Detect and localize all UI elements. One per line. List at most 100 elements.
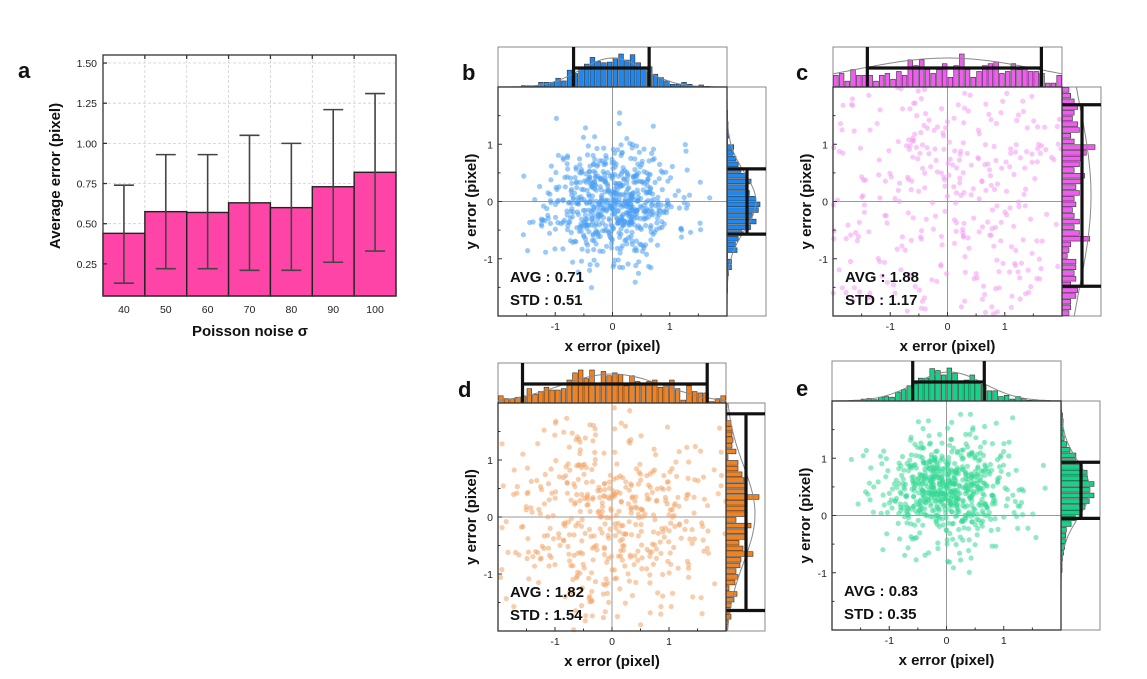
scatter-point [595,173,601,179]
scatter-point [567,238,574,244]
std-stat: STD : 1.17 [845,292,918,309]
scatter-point [562,184,568,190]
scatter-point [933,449,939,455]
scatter-point [934,503,940,509]
scatter-point [979,296,986,302]
scatter-point [658,485,665,491]
histogram-bar [1061,213,1075,219]
scatter-point [889,486,896,492]
scatter-point [867,127,873,133]
scatter-point [638,528,644,535]
scatter-point [546,552,553,558]
scatter-point [837,121,844,127]
scatter-point [922,306,928,312]
y-tick-label: -1 [484,254,493,266]
scatter-point [947,442,953,448]
scatter-point [566,199,573,205]
histogram-bar [725,471,743,477]
scatter-point [904,520,910,526]
scatter-point [627,552,633,558]
scatter-point [908,434,914,440]
panel-e-scatter: e -1 0 1 -1 0 1 x error (pixel) y error (pixel) A… [796,360,1101,669]
scatter-point [579,603,585,609]
histogram-bar [578,67,584,88]
scatter-point [1011,171,1017,177]
scatter-point [1036,141,1042,147]
scatter-point [499,567,505,573]
histogram-bar [726,150,734,156]
scatter-point [616,508,622,514]
scatter-point [1017,155,1024,161]
scatter-point [976,156,982,162]
scatter-point [945,520,951,526]
scatter-point [589,597,595,604]
histogram-bar [878,75,885,88]
scatter-point [1020,511,1026,518]
scatter-point [579,170,585,176]
scatter-point [599,504,606,510]
scatter-point [655,202,661,208]
scatter-point [948,488,954,494]
avg-stat: AVG : 1.82 [510,584,584,601]
scatter-point [597,526,603,532]
scatter-point [682,142,688,148]
scatter-point [885,468,891,474]
scatter-point [913,557,919,563]
scatter-point [672,501,678,507]
y-tick-label: -1 [819,254,828,266]
scatter-point [620,543,626,549]
scatter-point [657,539,663,545]
scatter-point [552,562,558,568]
scatter-point [898,491,904,497]
scatter-point [1000,462,1007,468]
histogram-bar [936,69,942,88]
histogram-bar [919,59,925,88]
scatter-point [939,440,945,446]
scatter-point [986,167,993,173]
scatter-point [628,510,634,516]
scatter-point [1034,159,1040,165]
scatter-point [926,462,932,469]
histogram-bar [1060,464,1083,470]
scatter-point [617,586,623,592]
scatter-point [920,165,926,171]
scatter-point [666,539,672,545]
scatter-point [615,147,621,153]
scatter-point [1053,221,1059,227]
scatter-point [1003,503,1009,509]
scatter-point [867,497,873,503]
scatter-point [556,184,562,190]
scatter-point [564,227,571,233]
scatter-point [904,308,910,314]
scatter-point [913,453,919,459]
scatter-point [1006,453,1012,459]
scatter-point [866,480,873,486]
scatter-point [532,563,538,569]
scatter-point [647,610,653,616]
scatter-point [912,483,918,489]
scatter-point [1027,216,1034,222]
scatter-point [652,179,658,185]
scatter-point [918,485,924,491]
scatter-point [912,462,918,468]
scatter-point [633,211,640,217]
right-histogram [1061,87,1096,316]
scatter-point [966,493,972,499]
scatter-point [960,447,967,453]
histogram-bar [1061,207,1073,213]
scatter-point [891,481,898,487]
scatter-point [946,478,952,484]
histogram-bar [1061,195,1075,202]
histogram-bar [725,437,734,443]
y-tick-label: 1 [821,453,827,465]
scatter-point [884,531,890,537]
scatter-point [581,232,587,238]
scatter-point [562,174,568,180]
scatter-point [961,220,967,226]
histogram-bar [617,374,624,404]
scatter-point [514,484,520,490]
scatter-point [678,535,684,541]
scatter-point [601,481,607,487]
scatter-point [931,495,937,501]
scatter-point [910,504,916,510]
